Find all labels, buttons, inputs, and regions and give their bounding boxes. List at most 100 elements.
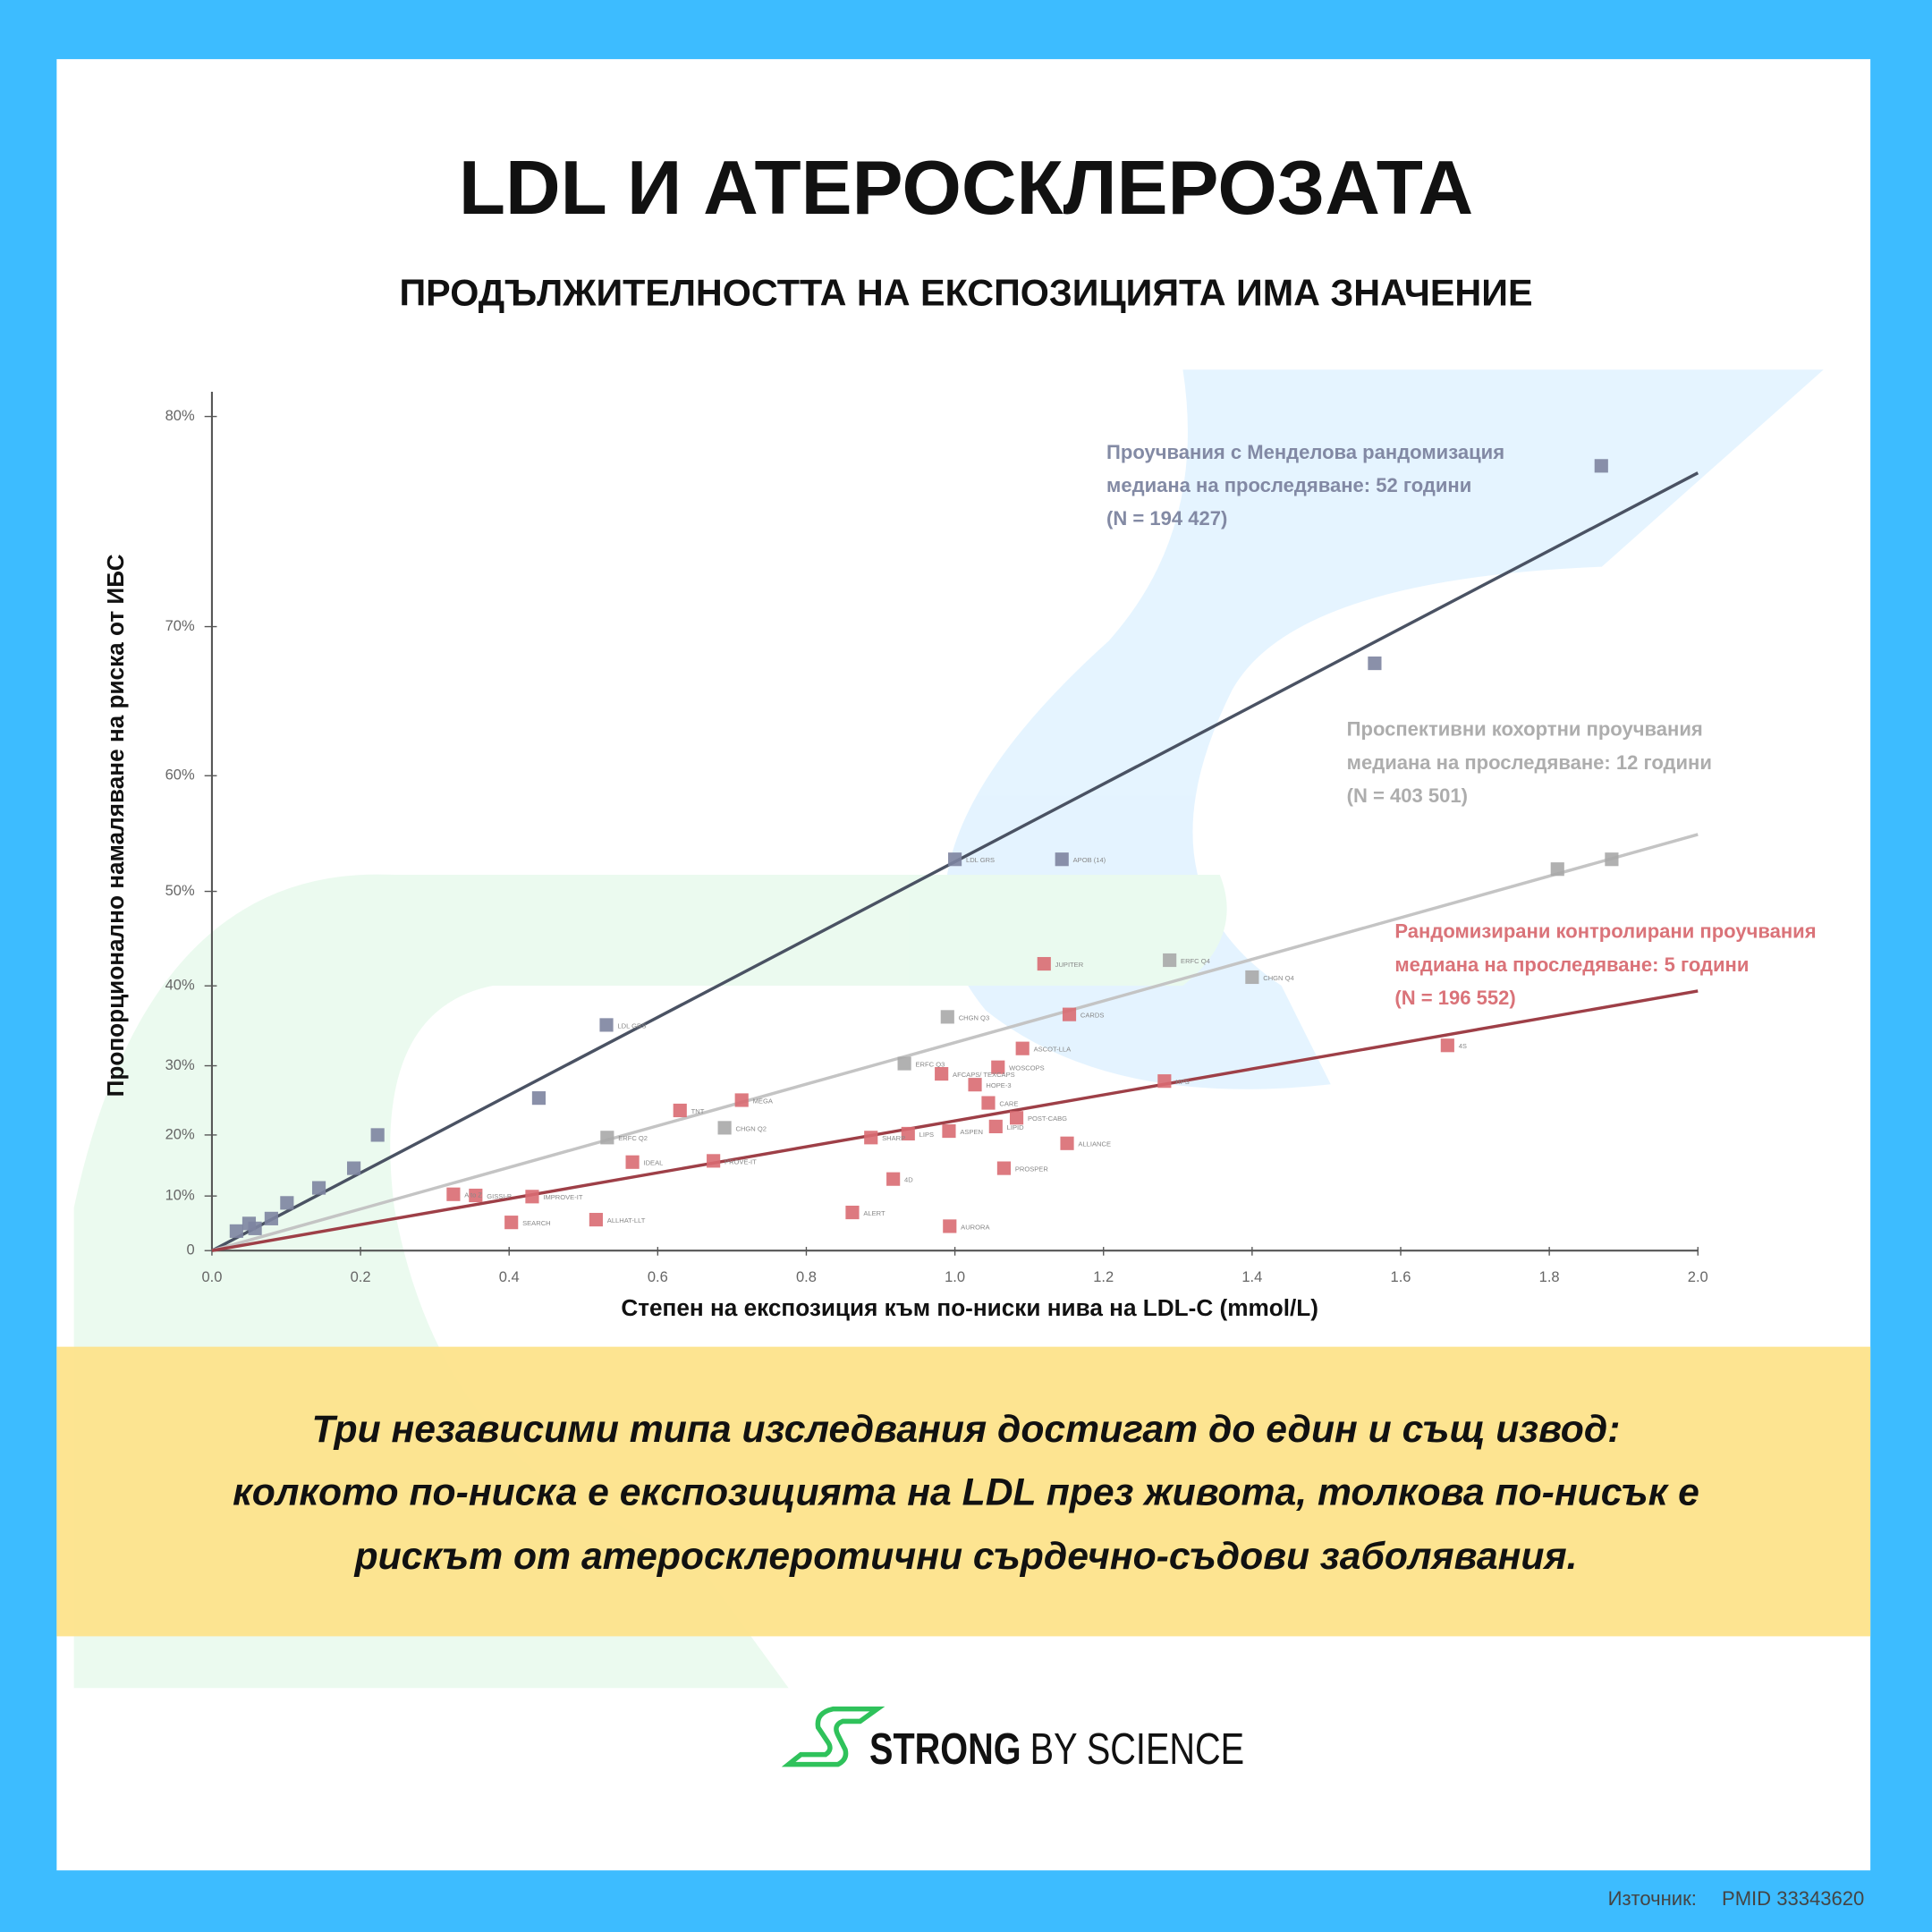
x-axis-label: Степен на експозиция към по-ниски нива н…: [621, 1294, 1318, 1321]
y-tick-label: 60%: [165, 767, 195, 784]
source-label: Източник:: [1608, 1887, 1697, 1910]
conclusion-line: рискът от атеросклеротични сърдечно-съдо…: [354, 1535, 1578, 1578]
x-tick-label: 1.8: [1539, 1268, 1560, 1285]
point-label: ERFC Q4: [1181, 957, 1210, 965]
x-tick-label: 0.8: [796, 1268, 817, 1285]
data-point: [1060, 1136, 1074, 1150]
point-label: PROVE-IT: [724, 1157, 757, 1165]
series-note: (N = 196 552): [1394, 987, 1515, 1009]
logo: STRONG BY SCIENCE: [781, 1706, 1245, 1774]
point-label: LIPS: [919, 1131, 934, 1139]
series-note: Проспективни кохортни проучвания: [1347, 718, 1703, 741]
title: LDL И АТЕРОСКЛЕРОЗАТА: [459, 146, 1473, 231]
point-label: JUPITER: [1055, 961, 1084, 969]
logo-rest: BY SCIENCE: [1030, 1724, 1245, 1774]
conclusion-line: Три независими типа изследвания достигат…: [312, 1408, 1621, 1451]
data-point: [280, 1196, 294, 1210]
point-label: ALERT: [863, 1209, 886, 1217]
point-label: ASPEN: [960, 1128, 983, 1136]
watermark-shape: [945, 369, 1824, 1089]
data-point: [1009, 1111, 1024, 1125]
point-label: CARE: [999, 1099, 1018, 1107]
data-point: [991, 1060, 1005, 1074]
data-point: [347, 1161, 361, 1175]
fit-line: [211, 989, 1699, 1252]
subtitle: ПРОДЪЛЖИТЕЛНОСТТА НА ЕКСПОЗИЦИЯТА ИМА ЗН…: [399, 273, 1532, 314]
data-point: [673, 1103, 687, 1118]
x-tick-label: 2.0: [1688, 1268, 1708, 1285]
series-note: медиана на проследяване: 12 години: [1347, 751, 1712, 774]
data-point: [370, 1128, 385, 1142]
data-point: [1157, 1074, 1172, 1089]
data-point: [1594, 459, 1608, 473]
y-tick-label: 80%: [165, 407, 195, 424]
data-point: [504, 1216, 519, 1230]
y-tick-label: 0: [186, 1241, 194, 1258]
point-label: ALLIANCE: [1078, 1140, 1111, 1148]
point-label: WOSCOPS: [1009, 1064, 1045, 1072]
point-label: ERFC Q3: [916, 1060, 945, 1068]
y-tick-label: 70%: [165, 617, 195, 634]
data-point: [589, 1213, 603, 1227]
y-axis-label: Пропорционално намаляване на риска от ИБ…: [102, 554, 129, 1097]
data-point: [599, 1018, 614, 1032]
point-label: ERFC Q2: [618, 1134, 648, 1142]
y-tick-label: 40%: [165, 977, 195, 994]
series-note: медиана на проследяване: 5 години: [1394, 953, 1749, 976]
point-label: APOB (14): [1073, 856, 1106, 864]
data-point: [1368, 656, 1382, 671]
x-tick-label: 0.0: [201, 1268, 222, 1285]
data-point: [845, 1205, 860, 1220]
x-tick-label: 1.4: [1241, 1268, 1262, 1285]
data-point: [948, 852, 962, 867]
data-point: [229, 1224, 243, 1238]
point-label: GISSI-P: [487, 1192, 512, 1200]
point-label: LIPID: [1007, 1123, 1024, 1131]
series-note: медиана на проследяване: 52 години: [1106, 474, 1471, 496]
point-label: HPS: [1175, 1078, 1190, 1086]
conclusion-band: [56, 1346, 1871, 1637]
data-point: [625, 1155, 640, 1169]
point-label: LDL GRS: [966, 856, 995, 864]
x-tick-label: 1.2: [1093, 1268, 1114, 1285]
y-tick-label: 20%: [165, 1125, 195, 1142]
point-label: ASCOT-LLA: [1034, 1046, 1072, 1054]
point-label: POST-CABG: [1028, 1114, 1067, 1123]
x-tick-label: 0.2: [351, 1268, 371, 1285]
data-point: [1605, 852, 1619, 867]
point-label: CHGN Q2: [735, 1124, 766, 1132]
data-point: [943, 1219, 957, 1233]
logo-mark: [781, 1706, 886, 1767]
data-point: [311, 1181, 326, 1195]
data-point: [886, 1172, 901, 1186]
y-tick-label: 50%: [165, 882, 195, 899]
point-label: IDEAL: [643, 1159, 663, 1167]
data-point: [446, 1187, 461, 1201]
point-label: MEGA: [753, 1097, 774, 1105]
point-label: AFCAPS/ TEXCAPS: [953, 1071, 1015, 1079]
fit-line: [211, 833, 1699, 1252]
logo-strong: STRONG: [869, 1724, 1021, 1774]
y-tick-label: 30%: [165, 1056, 195, 1073]
data-point: [897, 1056, 911, 1071]
x-tick-label: 1.0: [945, 1268, 965, 1285]
x-tick-label: 1.6: [1391, 1268, 1411, 1285]
point-label: SEARCH: [522, 1219, 551, 1227]
y-tick-label: 10%: [165, 1187, 195, 1204]
data-point: [600, 1131, 614, 1145]
x-tick-label: 0.4: [499, 1268, 520, 1285]
data-point: [734, 1093, 749, 1107]
data-point: [981, 1096, 996, 1110]
point-label: AURORA: [961, 1223, 990, 1231]
point-label: SHARP: [882, 1134, 905, 1142]
series-note: Проучвания с Менделова рандомизация: [1106, 441, 1504, 463]
point-label: IMPROVE-IT: [543, 1193, 582, 1201]
point-label: 4D: [904, 1176, 913, 1184]
data-point: [1015, 1041, 1030, 1055]
data-point: [935, 1066, 949, 1081]
x-tick-label: 0.6: [648, 1268, 668, 1285]
data-point: [1245, 970, 1259, 985]
point-label: CHGN Q3: [959, 1013, 989, 1021]
data-point: [707, 1154, 721, 1168]
